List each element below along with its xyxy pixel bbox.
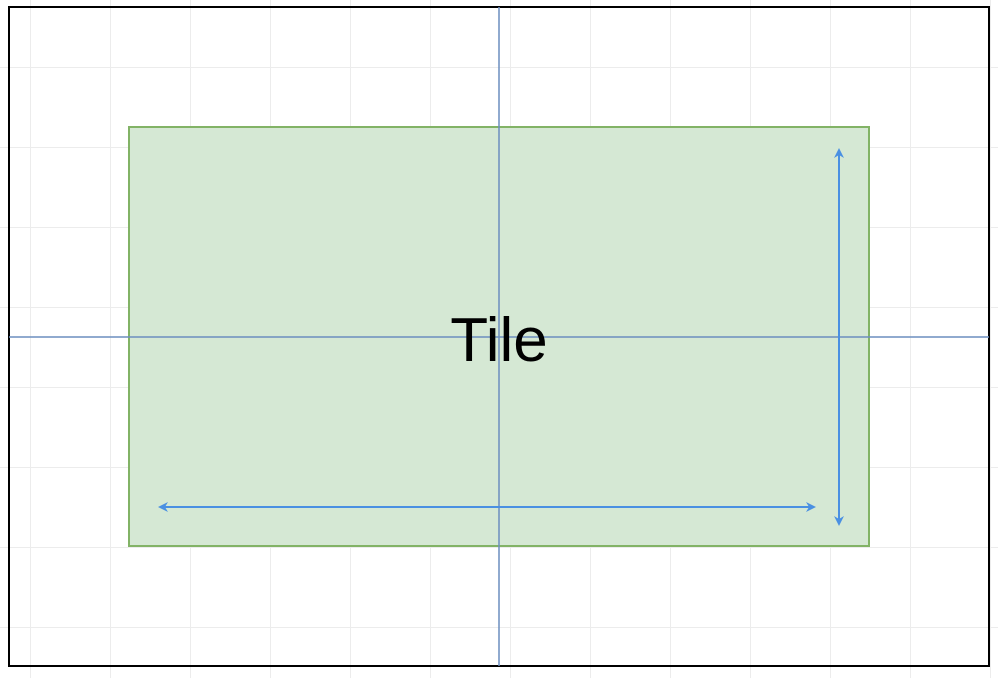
tile-label: Tile [450,306,548,375]
